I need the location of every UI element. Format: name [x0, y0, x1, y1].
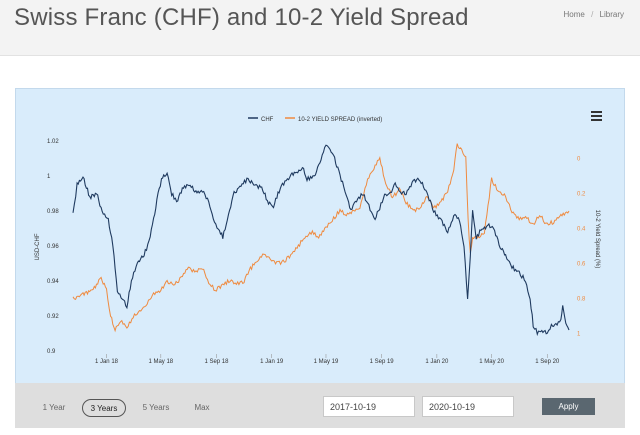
y-left-tick-label: 0.92 — [47, 314, 59, 320]
start-date-input[interactable] — [323, 396, 415, 417]
y-right-tick-label: 0.2 — [577, 192, 586, 198]
y-left-tick-label: 0.94 — [47, 279, 59, 285]
x-tick-label: 1 May 19 — [314, 359, 339, 365]
breadcrumb-home-link[interactable]: Home — [563, 10, 585, 19]
end-date-input[interactable] — [422, 396, 514, 417]
x-tick-label: 1 Sep 19 — [370, 359, 395, 365]
legend-spread-label[interactable]: 10-2 YIELD SPREAD (inverted) — [298, 117, 382, 123]
x-tick-label: 1 Jan 19 — [260, 359, 284, 365]
chart-card: CHF 10-2 YIELD SPREAD (inverted) USD-CHF… — [15, 88, 625, 428]
x-axis-ticks: 1 Jan 18 1 May 18 1 Sep 18 1 Jan 19 1 May 19… — [95, 354, 560, 365]
y-right-tick-label: 0.4 — [577, 227, 586, 233]
y-axis-left-label: USD-CHF — [35, 233, 41, 260]
page-header: Swiss Franc (CHF) and 10-2 Yield Spread … — [0, 0, 640, 56]
series-spread-line — [72, 143, 570, 333]
y-left-tick-label: 1 — [47, 174, 51, 180]
apply-button[interactable]: Apply — [542, 398, 595, 415]
range-1-year-button[interactable]: 1 Year — [42, 403, 66, 412]
y-axis-right-label: 10-2 Yield Spread (%) — [594, 210, 600, 269]
chart-legend: CHF 10-2 YIELD SPREAD (inverted) — [248, 117, 382, 123]
range-max-button[interactable]: Max — [194, 403, 210, 412]
y-right-tick-label: 0.6 — [577, 262, 586, 268]
y-right-tick-label: 1 — [577, 332, 581, 338]
y-right-tick-label: 0.8 — [577, 297, 586, 303]
chart-menu-icon[interactable] — [591, 111, 602, 121]
breadcrumb-library-link[interactable]: Library — [599, 10, 624, 19]
x-tick-label: 1 May 18 — [148, 359, 173, 365]
range-5-years-button[interactable]: 5 Years — [142, 403, 170, 412]
y-axis-left-ticks: 0.9 0.92 0.94 0.96 0.98 1 1.02 — [47, 139, 59, 355]
y-right-tick-label: 0 — [577, 157, 581, 163]
breadcrumb: Home / Library — [564, 10, 625, 19]
series-chf-line — [72, 144, 570, 337]
x-tick-label: 1 May 20 — [479, 359, 504, 365]
x-tick-label: 1 Jan 18 — [95, 359, 119, 365]
legend-chf-label[interactable]: CHF — [261, 117, 274, 123]
y-left-tick-label: 0.9 — [47, 349, 56, 355]
x-tick-label: 1 Sep 18 — [204, 359, 229, 365]
y-left-tick-label: 0.98 — [47, 209, 59, 215]
y-left-tick-label: 1.02 — [47, 139, 59, 145]
y-left-tick-label: 0.96 — [47, 244, 59, 250]
range-3-years-button[interactable]: 3 Years — [82, 399, 126, 417]
chart-plot: CHF 10-2 YIELD SPREAD (inverted) USD-CHF… — [35, 117, 600, 365]
page-title: Swiss Franc (CHF) and 10-2 Yield Spread — [14, 4, 469, 31]
x-tick-label: 1 Sep 20 — [535, 359, 560, 365]
breadcrumb-separator: / — [591, 10, 594, 19]
y-axis-right-ticks: 0 0.2 0.4 0.6 0.8 1 — [577, 157, 586, 338]
x-tick-label: 1 Jan 20 — [425, 359, 449, 365]
range-controls: 1 Year 3 Years 5 Years Max Apply — [15, 383, 625, 428]
